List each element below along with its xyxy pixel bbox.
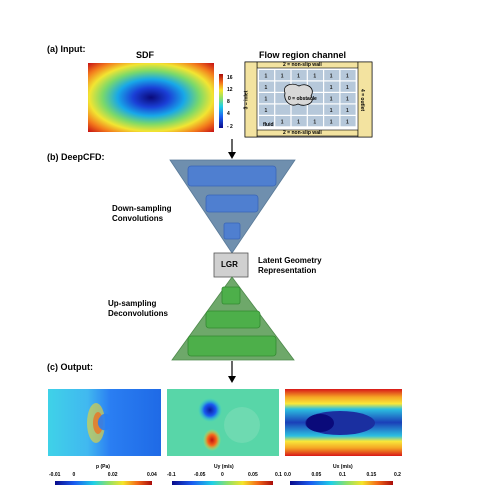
output-tick-label: 0.04 <box>147 472 157 478</box>
cell-value: 1 <box>297 74 300 80</box>
output-tick-label: -0.05 <box>194 472 206 478</box>
obstacle-label: 0 = obstacle <box>288 96 317 102</box>
sdf-tick-label: 16 <box>227 75 233 81</box>
output-ux-field <box>285 389 402 456</box>
cell-value: 1 <box>330 74 333 80</box>
down-sampling-label: Down-sampling Convolutions <box>112 204 172 224</box>
cell-value: 1 <box>330 120 333 126</box>
inlet-label: 3 = inlet <box>243 91 249 110</box>
output-uy-field <box>167 389 279 456</box>
ux-colorbar <box>290 481 393 485</box>
fluid-cell <box>292 105 307 115</box>
output-tick-label: 0.05 <box>248 472 258 478</box>
bottom-wall-label: 2 = non-slip wall <box>283 130 322 136</box>
cell-value: 1 <box>346 108 349 114</box>
output-tick-label: 0 <box>221 472 224 478</box>
lgr-box-label: LGR <box>221 260 238 269</box>
output-pressure-field <box>48 389 161 456</box>
pressure-label: p (Pa) <box>96 464 110 470</box>
cell-value: 1 <box>281 120 284 126</box>
sdf-tick-label: - 2 <box>227 124 233 130</box>
sdf-field <box>88 63 214 132</box>
decoder-triangle <box>172 277 294 360</box>
section-output-label: (c) Output: <box>47 362 93 372</box>
uy-colorbar <box>172 481 273 485</box>
output-tick-label: 0.1 <box>275 472 282 478</box>
pressure-colorbar <box>55 481 152 485</box>
output-tick-label: 0.1 <box>339 472 346 478</box>
sdf-colorbar-ticks: 16 12 8 4 - 2 <box>227 75 233 130</box>
cell-value: 1 <box>346 74 349 80</box>
section-deepcfd-label: (b) DeepCFD: <box>47 152 105 162</box>
uy-label: Uy (m/s) <box>214 464 234 470</box>
output-colorbar-ticks: -0.01 0 0.02 0.04 -0.1 -0.05 0 0.05 0.1 0.0 0.05 0.… <box>49 472 401 478</box>
sdf-tick-label: 8 <box>227 99 230 105</box>
top-wall-label: 2 = non-slip wall <box>283 62 322 68</box>
output-tick-label: -0.1 <box>167 472 176 478</box>
arrow-input <box>228 139 236 159</box>
cell-value: 1 <box>265 74 268 80</box>
section-input-label: (a) Input: <box>47 44 86 54</box>
cell-value: 1 <box>265 97 268 103</box>
cell-value: 1 <box>330 97 333 103</box>
obstacle-shape <box>284 84 312 105</box>
channel-title: Flow region channel <box>259 50 346 60</box>
outlet-label: 4 = outlet <box>359 89 365 111</box>
cell-value: 1 <box>346 120 349 126</box>
output-tick-label: 0 <box>73 472 76 478</box>
cell-value: 1 <box>313 74 316 80</box>
output-tick-label: 0.0 <box>284 472 291 478</box>
output-tick-label: 0.02 <box>108 472 118 478</box>
cell-value: 1 <box>297 120 300 126</box>
arrow-output <box>228 361 236 383</box>
ux-label: Ux (m/s) <box>333 464 353 470</box>
fluid-cell <box>308 105 323 115</box>
up-sampling-label: Up-sampling Deconvolutions <box>108 299 180 319</box>
cell-value: 1 <box>346 85 349 91</box>
cell-value: 1 <box>330 108 333 114</box>
encoder-funnel <box>170 160 295 253</box>
cell-value: 1 <box>346 97 349 103</box>
cell-value: 1 <box>265 108 268 114</box>
output-tick-label: 0.05 <box>312 472 322 478</box>
cell-value: 1 <box>281 74 284 80</box>
fluid-cell <box>275 105 290 115</box>
cell-value: 1 <box>265 85 268 91</box>
sdf-tick-label: 4 <box>227 111 230 117</box>
cell-value: 1 <box>313 120 316 126</box>
sdf-title: SDF <box>136 50 154 60</box>
fluid-label: fluid <box>263 122 274 128</box>
cell-value: 1 <box>330 85 333 91</box>
output-tick-label: 0.15 <box>367 472 377 478</box>
sdf-tick-label: 12 <box>227 87 233 93</box>
output-tick-label: 0.2 <box>394 472 401 478</box>
lgr-description: Latent Geometry Representation <box>258 256 348 276</box>
output-tick-label: -0.01 <box>49 472 61 478</box>
sdf-colorbar <box>219 74 223 128</box>
